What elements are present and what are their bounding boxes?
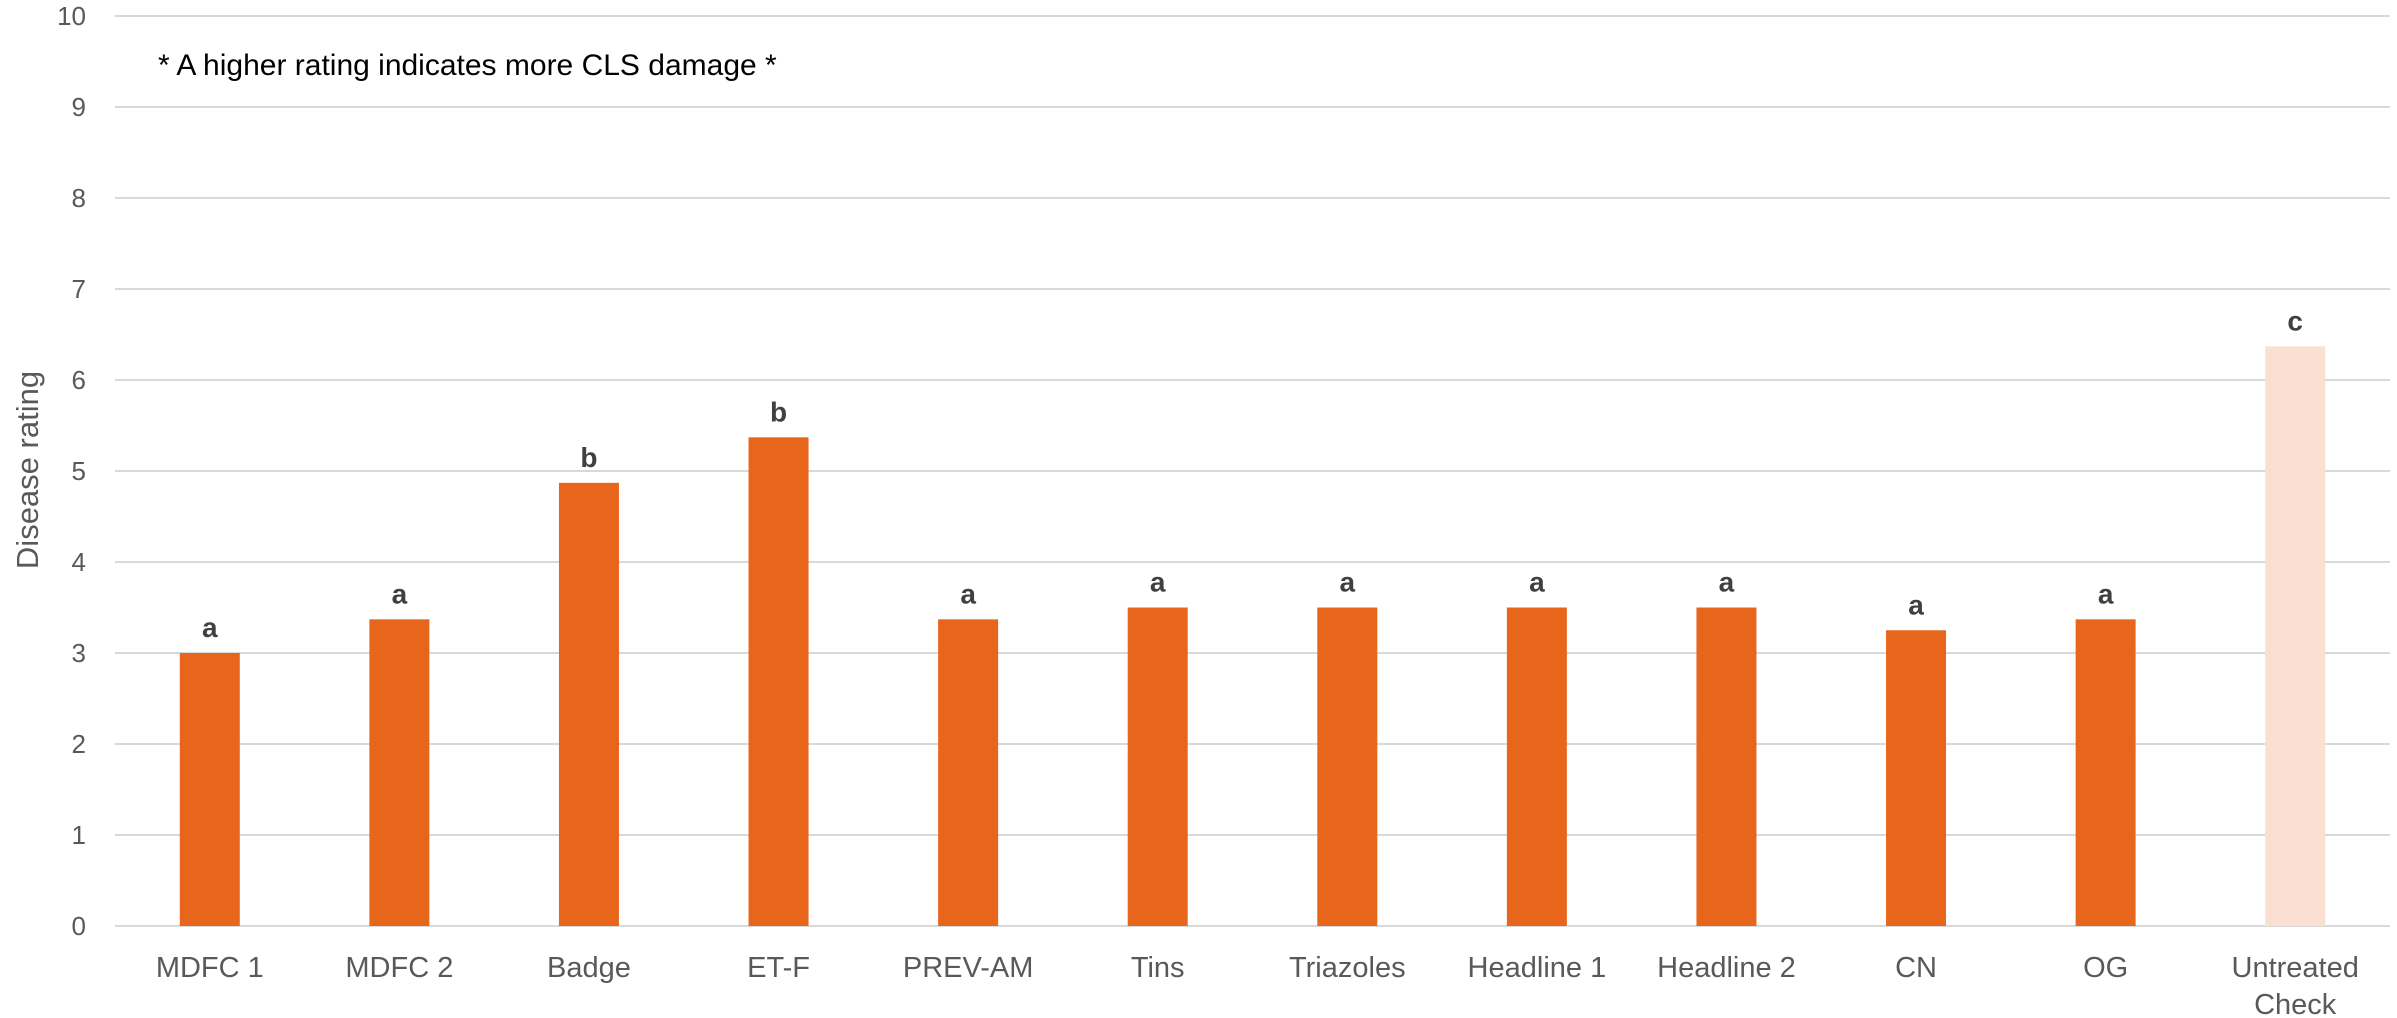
bar [1127, 607, 1188, 926]
x-category-label: Tins [1131, 952, 1185, 984]
significance-letter: a [2098, 578, 2114, 609]
x-category-label: Triazoles [1289, 952, 1406, 984]
y-tick-label: 8 [72, 183, 86, 213]
y-tick-label: 5 [72, 456, 86, 486]
significance-letter: a [392, 578, 408, 609]
x-category-label: Badge [547, 952, 631, 984]
bar [2075, 619, 2136, 926]
bar [1696, 607, 1757, 926]
bar [179, 653, 240, 926]
y-tick-label: 6 [72, 365, 86, 395]
significance-letter: c [2287, 305, 2303, 336]
y-axis-ticks: 0 1 2 3 4 5 6 7 8 9 10 [57, 1, 86, 941]
y-tick-label: 10 [57, 1, 86, 31]
bar [369, 619, 430, 926]
y-tick-label: 9 [72, 92, 86, 122]
y-tick-label: 3 [72, 638, 86, 668]
bars [179, 346, 2326, 927]
significance-letter: a [1529, 567, 1545, 598]
significance-letter: a [960, 578, 976, 609]
significance-letter: a [202, 612, 218, 643]
bar [2265, 346, 2326, 927]
chart-annotation: * A higher rating indicates more CLS dam… [158, 49, 777, 82]
significance-letter: a [1150, 567, 1166, 598]
significance-letter: a [1908, 589, 1924, 620]
x-category-label: Headline 1 [1468, 952, 1607, 984]
x-category-label: MDFC 2 [345, 952, 453, 984]
y-tick-label: 7 [72, 274, 86, 304]
x-category-label: OG [2083, 952, 2128, 984]
x-category-label: Check [2254, 989, 2337, 1018]
y-tick-label: 0 [72, 911, 86, 941]
significance-letters: a a b b a a a a a a a c [202, 305, 2303, 643]
bar [558, 482, 619, 926]
x-category-label: Untreated [2232, 952, 2359, 984]
y-tick-label: 4 [72, 547, 86, 577]
y-tick-label: 2 [72, 729, 86, 759]
bar [748, 437, 809, 926]
gridlines [115, 15, 2390, 927]
significance-letter: b [770, 396, 787, 427]
x-category-label: MDFC 1 [156, 952, 264, 984]
x-category-label: PREV-AM [903, 952, 1034, 984]
bar [1886, 630, 1947, 926]
significance-letter: b [580, 442, 597, 473]
x-axis-labels: MDFC 1 MDFC 2 Badge ET-F PREV-AM Tins Triazole… [156, 952, 2359, 1018]
bar [1506, 607, 1567, 926]
x-category-label: CN [1895, 952, 1937, 984]
bar [1317, 607, 1378, 926]
significance-letter: a [1340, 567, 1356, 598]
x-category-label: ET-F [747, 952, 810, 984]
significance-letter: a [1719, 567, 1735, 598]
y-tick-label: 1 [72, 820, 86, 850]
y-axis-title: Disease rating [10, 371, 45, 569]
bar [938, 619, 999, 926]
x-category-label: Headline 2 [1657, 952, 1796, 984]
